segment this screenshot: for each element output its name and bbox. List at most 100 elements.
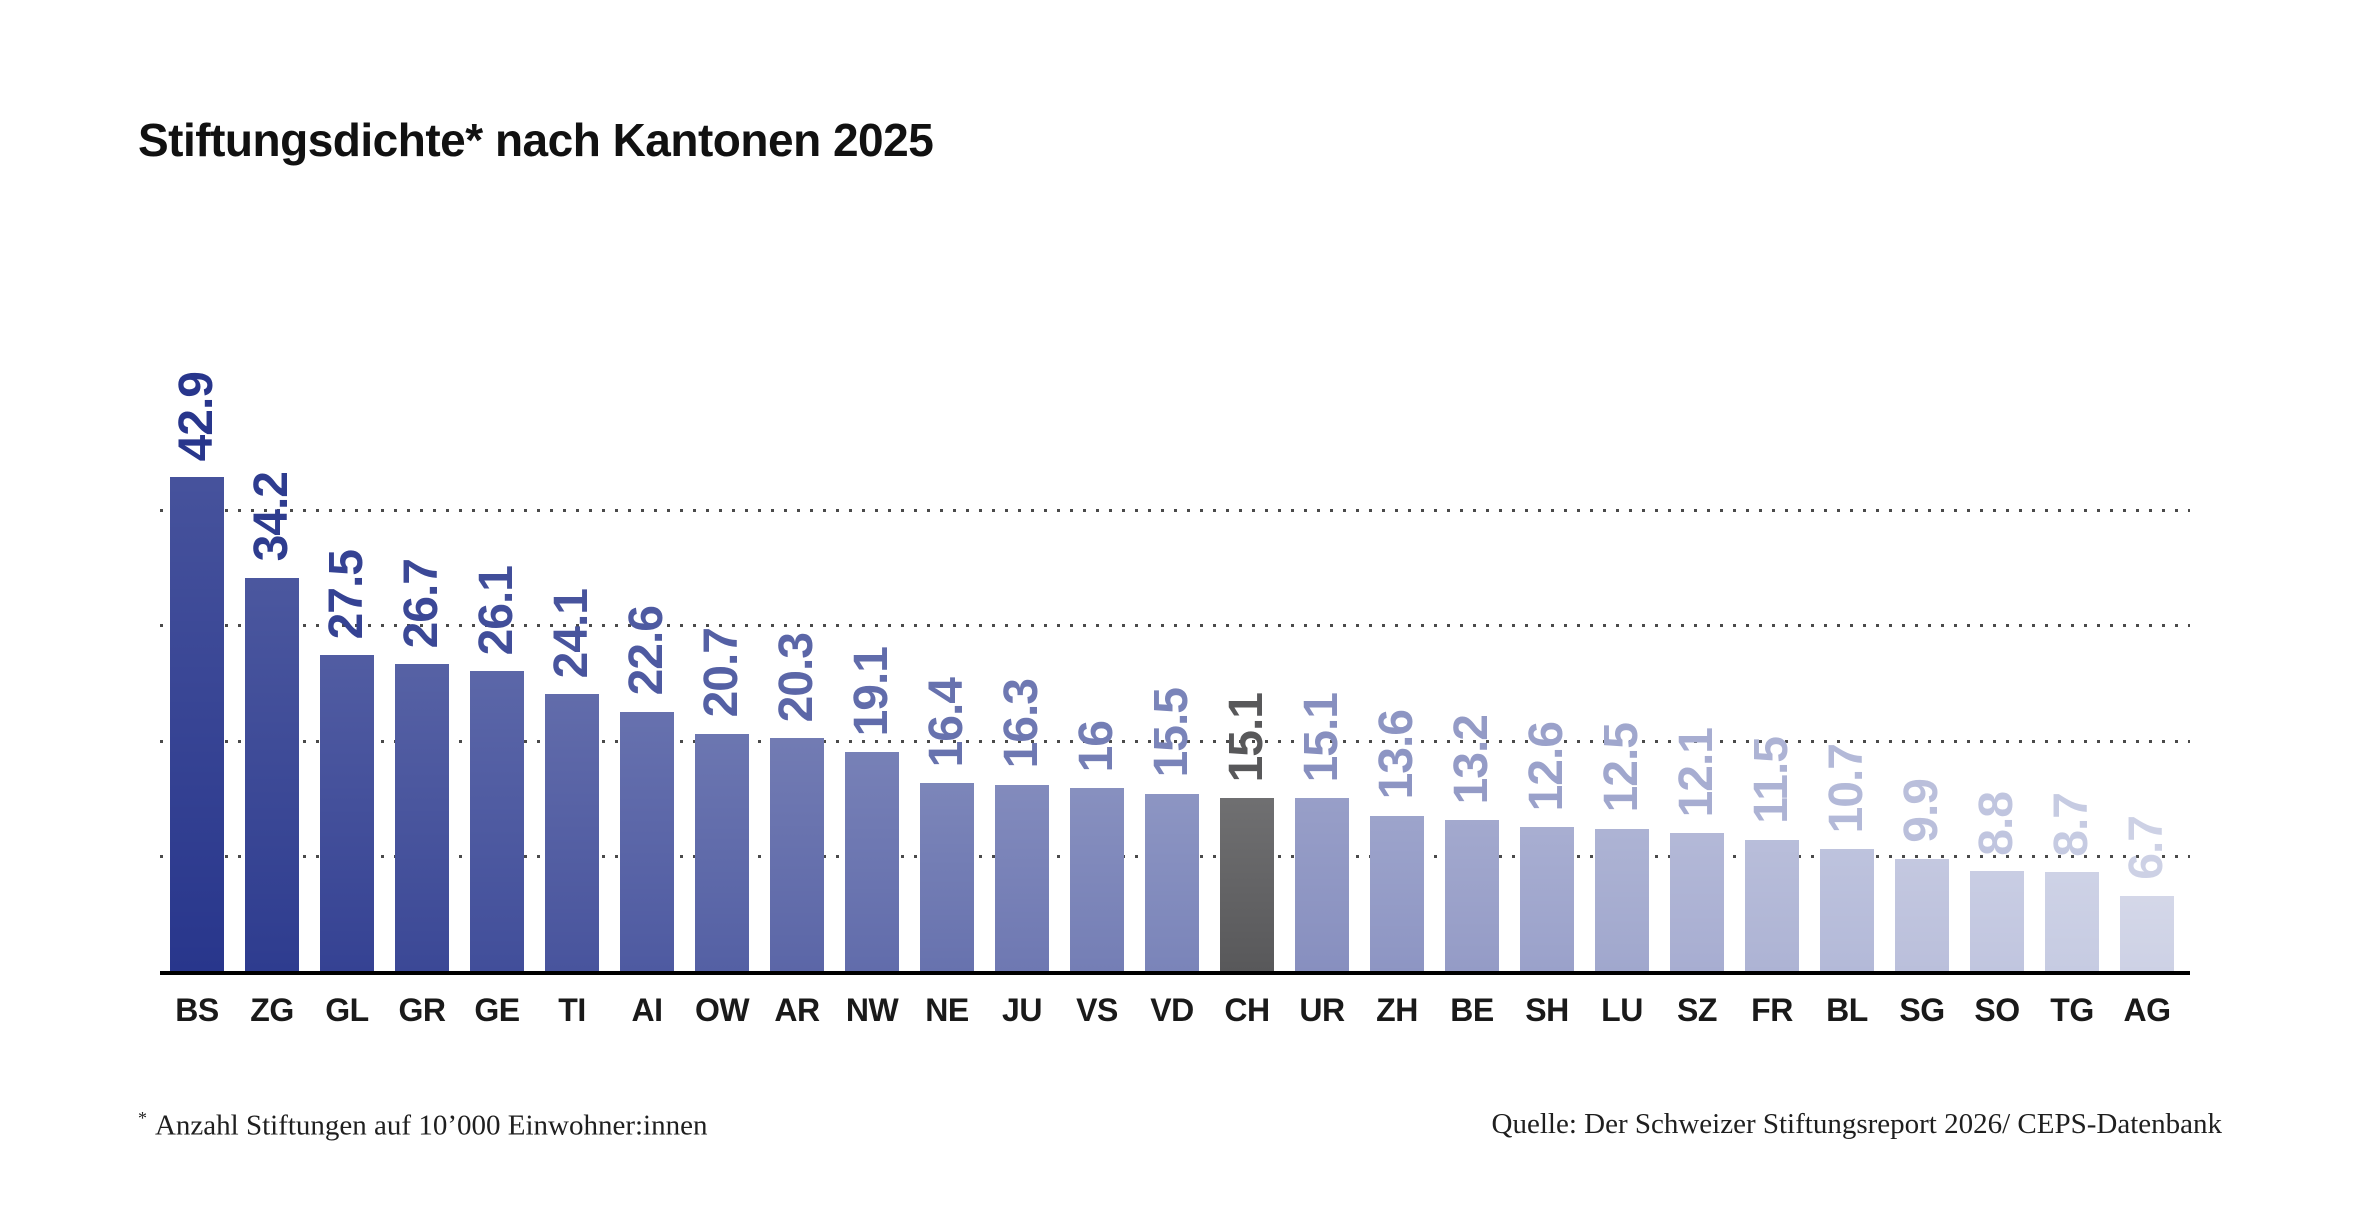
footnote-text: Anzahl Stiftungen auf 10’000 Einwohner:i… <box>154 1109 708 1142</box>
bar-value-label: 26.7 <box>395 558 448 649</box>
bar <box>2045 872 2099 973</box>
gridline <box>160 508 2190 512</box>
bar-column: 8.7 <box>2045 0 2099 973</box>
canton-label: TG <box>2050 992 2094 1028</box>
canton-label: AR <box>774 992 820 1028</box>
bar <box>2120 895 2174 973</box>
bar-column: 13.6 <box>1370 0 1424 973</box>
bar-value-label: 13.2 <box>1445 715 1498 805</box>
canton-label: JU <box>1002 992 1042 1028</box>
bar-column: 11.5 <box>1745 0 1799 973</box>
bar-column: 15.1 <box>1295 0 1349 973</box>
bar-value-label: 12.1 <box>1670 727 1723 818</box>
bar-value-label: 16.3 <box>995 679 1048 769</box>
canton-label: GE <box>474 992 520 1028</box>
bar <box>920 783 974 973</box>
chart-title: Stiftungsdichte* nach Kantonen 2025 <box>138 113 934 166</box>
x-axis-line <box>160 971 2190 975</box>
bar-column: 16.4 <box>920 0 974 973</box>
bar-value-label: 8.8 <box>1970 791 2023 856</box>
canton-label: ZG <box>250 992 294 1028</box>
bar <box>1220 798 1274 973</box>
canton-label: BS <box>175 992 219 1028</box>
canton-label: AI <box>631 992 664 1028</box>
canton-label: BL <box>1826 992 1868 1028</box>
bar-column: 27.5 <box>320 0 374 973</box>
bar-column: 13.2 <box>1445 0 1499 973</box>
bar <box>395 664 449 973</box>
bar-value-label: 20.3 <box>770 632 823 723</box>
bar-value-label: 26.1 <box>470 565 523 656</box>
bar <box>320 655 374 973</box>
canton-label: SZ <box>1677 992 1717 1028</box>
bar-value-label: 15.1 <box>1220 693 1273 783</box>
bar-column: 34.2 <box>245 0 299 973</box>
bar-value-label: 16 <box>1070 720 1123 773</box>
bar-value-label: 22.6 <box>620 606 673 696</box>
bar <box>1520 827 1574 973</box>
canton-label: CH <box>1224 992 1270 1028</box>
bar-column: 16.3 <box>995 0 1049 973</box>
bar-column: 19.1 <box>845 0 899 973</box>
bar <box>1895 858 1949 973</box>
bar-value-label: 13.6 <box>1370 710 1423 800</box>
bars-row: 42.9 34.2 27.5 26.7 26.1 24.1 22.6 20.7 20.3 19.1… <box>170 0 2174 973</box>
bar-value-label: 11.5 <box>1745 737 1798 825</box>
gridline <box>160 624 2190 628</box>
bar-column: 20.7 <box>695 0 749 973</box>
bar <box>845 752 899 973</box>
bar <box>1070 788 1124 973</box>
bar-column: 12.1 <box>1670 0 1724 973</box>
bar-column: 42.9 <box>170 0 224 973</box>
canton-label: TI <box>558 992 586 1028</box>
canton-label: GR <box>398 992 447 1028</box>
bar <box>470 671 524 973</box>
canton-label: BE <box>1450 992 1494 1028</box>
bar <box>545 694 599 973</box>
bar <box>770 738 824 973</box>
canton-label: GL <box>325 992 369 1028</box>
bar <box>1745 840 1799 973</box>
canton-label: SO <box>1974 992 2020 1028</box>
bar <box>1445 820 1499 973</box>
bar-value-label: 15.1 <box>1295 693 1348 783</box>
bar-column: 8.8 <box>1970 0 2024 973</box>
bar-column: 15.1 <box>1220 0 1274 973</box>
bar-value-label: 9.9 <box>1895 778 1948 843</box>
bar-value-label: 16.4 <box>920 678 973 768</box>
bar-value-label: 12.5 <box>1595 723 1648 813</box>
bar-value-label: 20.7 <box>695 628 748 718</box>
canton-label: NW <box>845 992 899 1028</box>
bar-column: 15.5 <box>1145 0 1199 973</box>
bar-column: 22.6 <box>620 0 674 973</box>
bar-column: 16 <box>1070 0 1124 973</box>
bar-column: 9.9 <box>1895 0 1949 973</box>
canton-label: NE <box>925 992 969 1028</box>
bar <box>695 733 749 973</box>
bar-value-label: 19.1 <box>845 646 898 737</box>
bar-value-label: 42.9 <box>170 371 223 462</box>
footnote-marker: * <box>138 1108 147 1128</box>
bar-value-label: 12.6 <box>1520 721 1573 812</box>
canton-label: OW <box>695 992 750 1028</box>
bar-column: 24.1 <box>545 0 599 973</box>
canton-label: UR <box>1299 992 1345 1028</box>
bar-chart: 42.9 34.2 27.5 26.7 26.1 24.1 22.6 20.7 20.3 19.1… <box>160 0 2190 973</box>
bar <box>1370 815 1424 973</box>
canton-label: LU <box>1601 992 1643 1028</box>
bar-value-label: 24.1 <box>545 588 598 679</box>
bar <box>170 477 224 973</box>
canton-label: VS <box>1076 992 1118 1028</box>
bar <box>1295 798 1349 973</box>
bar-column: 26.7 <box>395 0 449 973</box>
bar <box>245 577 299 973</box>
bar <box>1595 828 1649 973</box>
bar-column: 26.1 <box>470 0 524 973</box>
canton-labels-row: BS ZG GL GR GE TI AI OW AR NW NE JU VS VD CH UR ZH BE SH LU… <box>170 992 2174 1029</box>
bar-column: 10.7 <box>1820 0 1874 973</box>
bar-value-label: 8.7 <box>2045 792 2098 857</box>
canton-label: FR <box>1751 992 1793 1028</box>
bar <box>1670 833 1724 973</box>
bar <box>1145 793 1199 973</box>
bar-value-label: 6.7 <box>2120 815 2173 880</box>
